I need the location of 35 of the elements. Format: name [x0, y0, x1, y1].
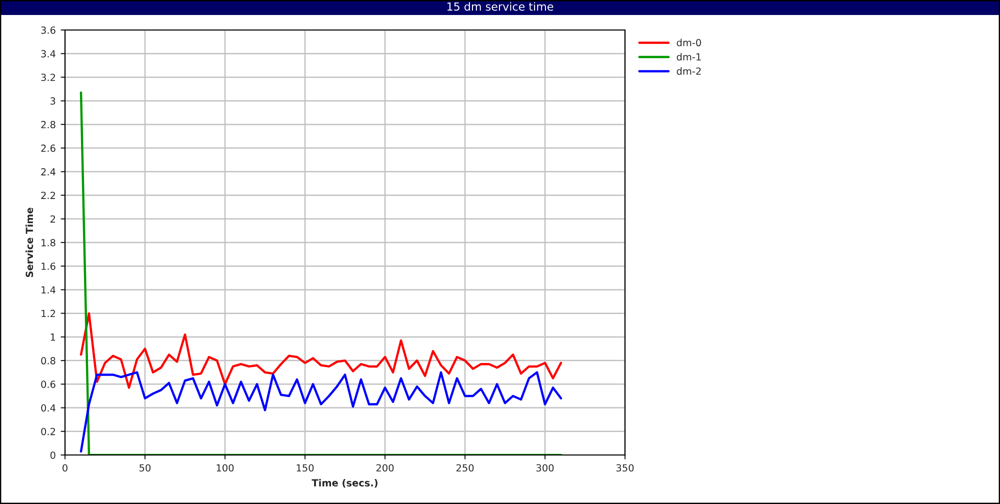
y-tick-label: 1 [50, 334, 56, 341]
x-tick-label: 350 [616, 464, 634, 472]
y-tick-label: 2.8 [41, 120, 56, 128]
y-tick-label: 1.4 [42, 286, 56, 294]
y-tick-label: 1.8 [42, 238, 56, 246]
y-tick-label: 2.2 [41, 192, 55, 199]
y-tick-label: 2.6 [41, 144, 56, 152]
chart-title: 15 dm service time [447, 2, 554, 11]
y-tick-label: 2 [50, 215, 55, 223]
y-axis-title: Service Time [26, 208, 34, 278]
y-tick-label: 3.4 [41, 50, 56, 58]
x-tick-label: 200 [376, 464, 394, 472]
y-tick-label: 0 [50, 451, 56, 459]
x-tick-label: 250 [456, 464, 474, 472]
y-tick-label: 1.2 [42, 310, 55, 318]
y-tick-label: 3.2 [41, 74, 55, 82]
y-tick-label: 3.6 [41, 26, 56, 34]
x-tick-label: 300 [536, 464, 554, 472]
y-tick-label: 1.6 [42, 262, 56, 270]
y-tick-label: 0.6 [41, 380, 56, 388]
x-tick-label: 50 [140, 464, 151, 472]
legend-label: dm-1 [676, 53, 701, 61]
x-tick-label: 100 [216, 464, 234, 472]
y-tick-label: 2.4 [41, 168, 56, 176]
y-tick-label: 0.4 [41, 404, 56, 412]
x-axis-title: Time (secs.) [312, 478, 378, 488]
line-series [80, 312, 562, 389]
y-tick-label: 3 [50, 97, 56, 105]
y-tick-label: 0.8 [41, 357, 56, 364]
y-tick-label: 0.2 [41, 428, 55, 436]
x-tick-label: 0 [62, 464, 68, 472]
legend-label: dm-2 [676, 67, 701, 75]
x-tick-label: 150 [296, 464, 314, 472]
line-series [80, 371, 562, 453]
legend-label: dm-0 [676, 38, 701, 46]
